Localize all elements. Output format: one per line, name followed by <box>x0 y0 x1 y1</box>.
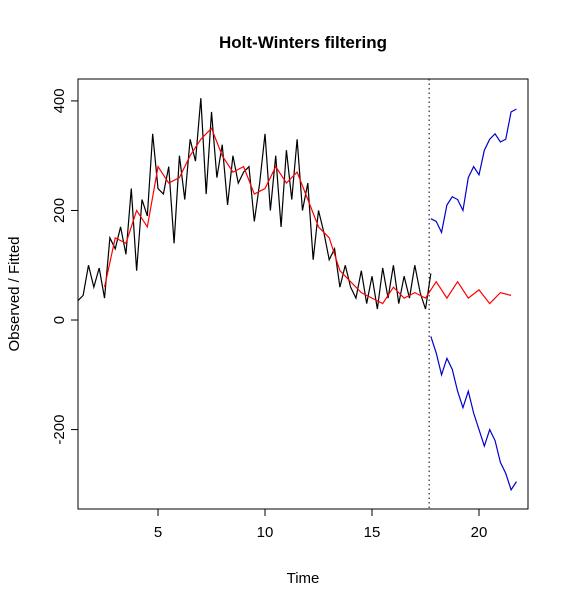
y-tick-label: -200 <box>51 415 68 445</box>
x-tick-label: 5 <box>154 524 162 541</box>
y-tick-label: 0 <box>51 316 68 324</box>
series-line <box>103 127 512 305</box>
y-tick-label: 200 <box>51 198 68 223</box>
y-tick-label: 400 <box>51 88 68 113</box>
y-axis-label: Observed / Fitted <box>6 236 23 351</box>
series-line <box>77 98 432 310</box>
x-tick-label: 15 <box>364 524 381 541</box>
series-line <box>430 108 517 235</box>
x-tick-label: 20 <box>471 524 488 541</box>
chart-title: Holt-Winters filtering <box>219 33 387 52</box>
x-axis-label: Time <box>287 570 320 587</box>
series-line <box>430 336 517 492</box>
x-tick-label: 10 <box>257 524 274 541</box>
plot-frame <box>77 78 529 510</box>
